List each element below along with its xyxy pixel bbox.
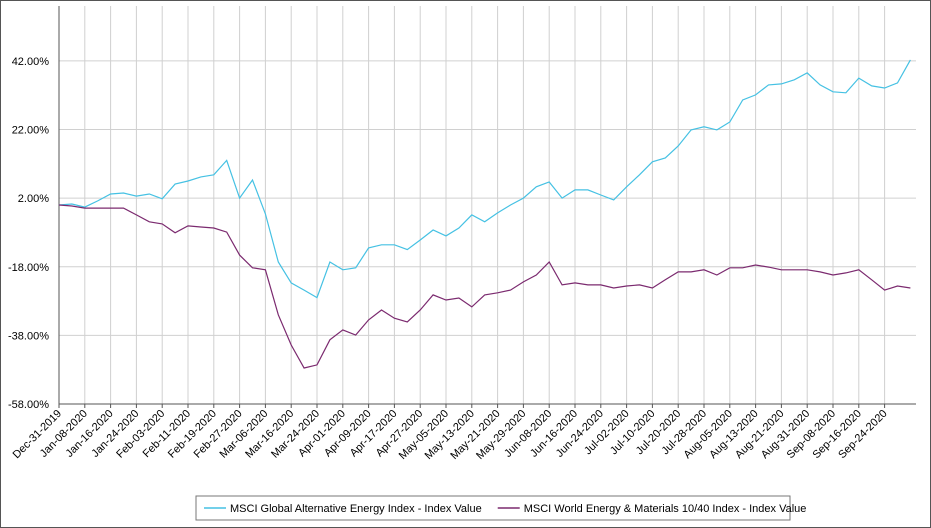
- legend-box: [195, 495, 791, 521]
- y-tick-label: 42.00%: [12, 56, 50, 68]
- y-tick-label: 2.00%: [18, 193, 49, 205]
- series-line: [58, 204, 911, 369]
- y-tick-label: -38.00%: [8, 330, 49, 342]
- y-tick-label: -18.00%: [8, 262, 49, 274]
- series-line: [58, 59, 911, 299]
- legend-label: MSCI World Energy & Materials 10/40 Inde…: [524, 503, 807, 515]
- y-tick-label: -58.00%: [8, 399, 49, 411]
- y-tick-label: 22.00%: [12, 125, 50, 137]
- legend-label: MSCI Global Alternative Energy Index - I…: [230, 503, 482, 515]
